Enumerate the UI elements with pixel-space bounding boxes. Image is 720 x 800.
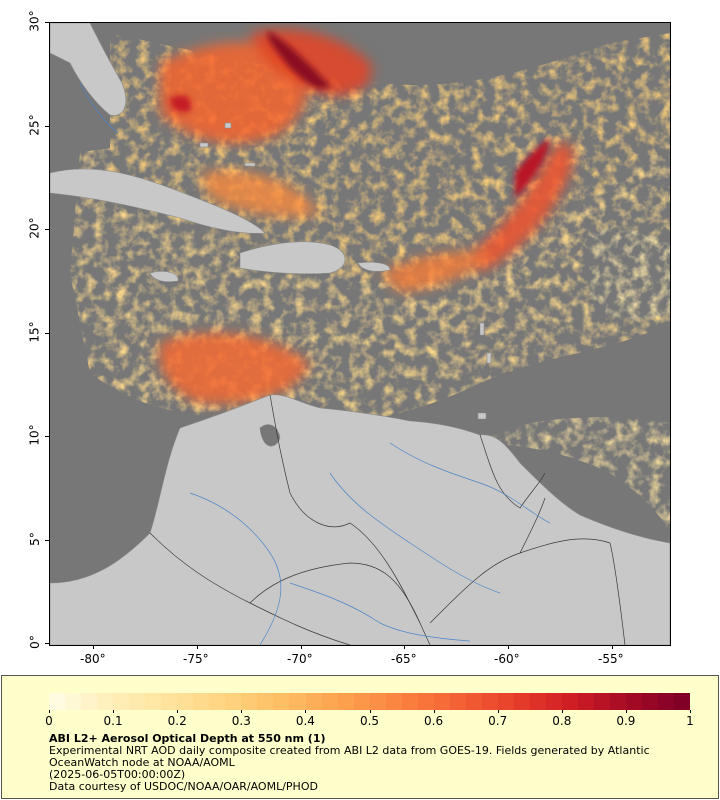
colorbar-segment xyxy=(81,693,98,710)
colorbar-segment xyxy=(433,693,450,710)
colorbar-tick xyxy=(625,710,627,713)
colorbar-segment xyxy=(97,693,114,710)
colorbar-segment xyxy=(642,693,659,710)
colorbar-segment xyxy=(529,693,546,710)
colorbar-segment xyxy=(369,693,386,710)
colorbar-segment xyxy=(545,693,562,710)
rivers xyxy=(79,82,551,645)
lon-label-70: -70° xyxy=(287,652,313,666)
colorbar-segment xyxy=(401,693,418,710)
colorbar-segment xyxy=(497,693,514,710)
colorbar-tick xyxy=(49,710,50,713)
colorbar-tick xyxy=(241,710,243,713)
legend-panel: ABI L2+ Aerosol Optical Depth at 550 nm … xyxy=(1,675,719,799)
map-canvas xyxy=(50,23,670,645)
colorbar-segment xyxy=(49,693,66,710)
colorbar-segment xyxy=(225,693,242,710)
colorbar-segment xyxy=(321,693,338,710)
lat-label-20: 20° xyxy=(27,217,42,239)
colorbar-label: 0.3 xyxy=(231,714,251,728)
colorbar-label: 0.1 xyxy=(103,714,123,728)
land xyxy=(50,23,670,645)
colorbar-segment xyxy=(385,693,402,710)
legend-date: (2025-06-05T00:00:00Z) xyxy=(49,768,186,781)
colorbar xyxy=(49,693,691,710)
colorbar-segment xyxy=(481,693,498,710)
colorbar-label: 0 xyxy=(45,714,53,728)
colorbar-segment xyxy=(337,693,354,710)
legend-description: Experimental NRT AOD daily composite cre… xyxy=(49,744,650,769)
colorbar-segment xyxy=(209,693,226,710)
legend-text: ABI L2+ Aerosol Optical Depth at 550 nm … xyxy=(49,733,689,793)
lon-label-55: -55° xyxy=(598,652,624,666)
aod-map xyxy=(49,22,671,646)
colorbar-tick xyxy=(369,710,371,713)
country-borders xyxy=(149,394,626,645)
colorbar-tick xyxy=(561,710,563,713)
colorbar-segment xyxy=(257,693,274,710)
colorbar-segment xyxy=(273,693,290,710)
colorbar-tick xyxy=(305,710,307,713)
colorbar-segment xyxy=(513,693,530,710)
lon-label-60: -60° xyxy=(494,652,520,666)
colorbar-segment xyxy=(113,693,130,710)
lon-label-75: -75° xyxy=(183,652,209,666)
colorbar-segment xyxy=(658,693,675,710)
colorbar-tick xyxy=(177,710,179,713)
colorbar-segment xyxy=(289,693,306,710)
lat-label-15: 15° xyxy=(27,321,42,343)
lat-label-0: 0° xyxy=(27,635,42,649)
lon-label-80: -80° xyxy=(80,652,106,666)
aerosol-peak xyxy=(169,31,550,198)
colorbar-segment xyxy=(241,693,258,710)
colorbar-segment xyxy=(562,693,579,710)
colorbar-segment xyxy=(145,693,162,710)
lat-label-5: 5° xyxy=(27,532,42,546)
aerosol-high xyxy=(159,29,574,404)
colorbar-segment xyxy=(129,693,146,710)
lat-label-30: 30° xyxy=(27,10,42,32)
colorbar-tick xyxy=(433,710,435,713)
colorbar-segment xyxy=(305,693,322,710)
colorbar-label: 0.4 xyxy=(295,714,315,728)
colorbar-segment xyxy=(193,693,210,710)
colorbar-label: 0.6 xyxy=(424,714,444,728)
lat-label-25: 25° xyxy=(27,114,42,136)
colorbar-segment xyxy=(353,693,370,710)
colorbar-segment xyxy=(578,693,595,710)
colorbar-segment xyxy=(417,693,434,710)
legend-credit: Data courtesy of USDOC/NOAA/OAR/AOML/PHO… xyxy=(49,780,318,793)
colorbar-label: 0.9 xyxy=(616,714,636,728)
colorbar-segment xyxy=(161,693,178,710)
colorbar-label: 0.8 xyxy=(552,714,572,728)
colorbar-segment xyxy=(65,693,82,710)
colorbar-label: 0.5 xyxy=(359,714,380,728)
colorbar-tick xyxy=(690,710,691,713)
lat-label-10: 10° xyxy=(27,424,42,446)
colorbar-segment xyxy=(465,693,482,710)
colorbar-label: 1 xyxy=(686,714,694,728)
colorbar-label: 0.7 xyxy=(488,714,508,728)
colorbar-tick xyxy=(113,710,115,713)
colorbar-label: 0.2 xyxy=(167,714,187,728)
colorbar-tick xyxy=(497,710,499,713)
colorbar-segment xyxy=(674,693,691,710)
colorbar-segment xyxy=(177,693,194,710)
colorbar-segment xyxy=(594,693,611,710)
colorbar-segment xyxy=(610,693,627,710)
colorbar-segment xyxy=(626,693,643,710)
colorbar-segment xyxy=(449,693,466,710)
legend-title: ABI L2+ Aerosol Optical Depth at 550 nm … xyxy=(49,732,326,745)
lon-label-65: -65° xyxy=(391,652,417,666)
